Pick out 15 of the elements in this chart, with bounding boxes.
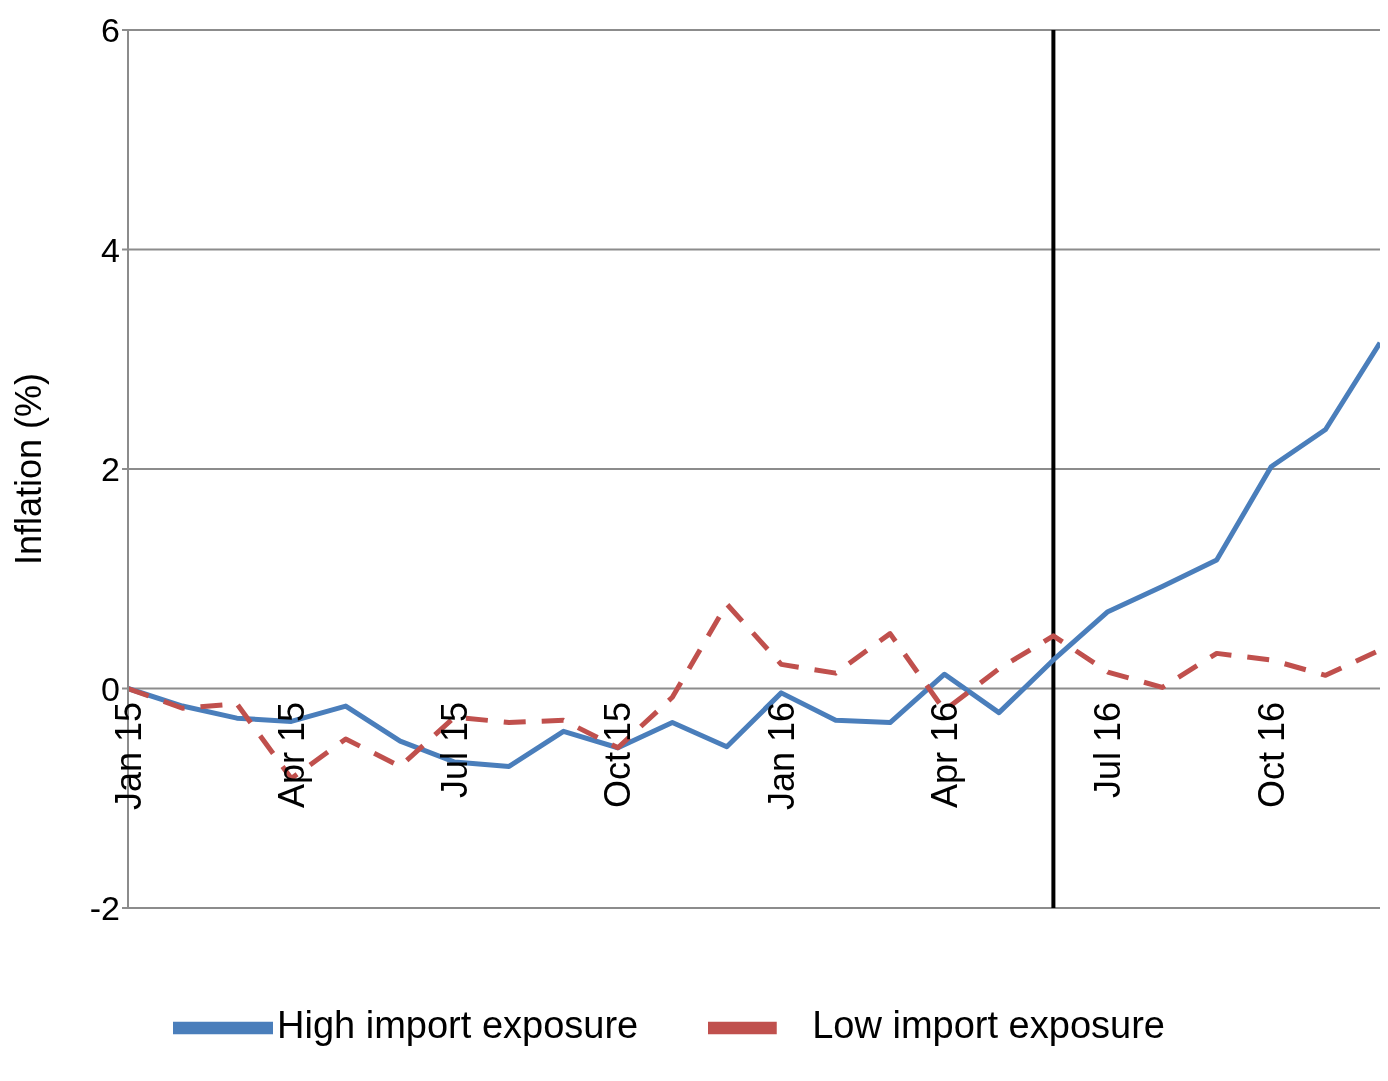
x-tick-label: Jan 15 (107, 702, 149, 811)
x-tick-label: Jan 16 (760, 702, 802, 811)
legend-label: Low import exposure (812, 1004, 1165, 1047)
x-tick-label: Oct 15 (597, 702, 639, 809)
x-tick-label: Apr 15 (270, 702, 312, 809)
y-tick-label: 2 (101, 450, 120, 489)
x-tick-label: Apr 16 (924, 702, 966, 809)
x-tick-label: Jul 15 (434, 702, 476, 799)
x-tick-label: Jul 16 (1087, 702, 1129, 799)
x-tick-label: Oct 16 (1250, 702, 1292, 809)
legend-label: High import exposure (277, 1004, 639, 1047)
y-tick-label: -2 (89, 889, 120, 928)
y-tick-label: 6 (101, 11, 120, 50)
y-tick-label: 4 (101, 230, 120, 269)
y-axis-title: Inflation (%) (7, 372, 49, 566)
